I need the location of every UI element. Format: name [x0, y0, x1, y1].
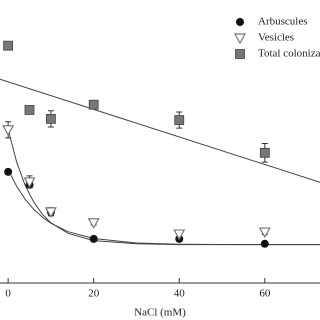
data-point [173, 229, 186, 241]
x-tick-label: 40 [174, 288, 186, 300]
data-point [89, 234, 98, 243]
data-point [46, 113, 56, 124]
x-tick-label: 0 [5, 288, 11, 300]
data-point [87, 218, 100, 229]
data-point [24, 105, 35, 115]
x-axis-label: NaCl (mM) [134, 307, 186, 319]
fit-line [0, 78, 320, 183]
data-point [88, 99, 99, 110]
data-point [23, 177, 36, 189]
data-point [258, 227, 271, 239]
fit-line [7, 129, 320, 246]
legend-marker [235, 49, 245, 59]
legend-label: Total colonization [258, 48, 320, 60]
legend-marker [236, 18, 244, 26]
legend-label: Vesicles [258, 32, 294, 44]
data-point [260, 239, 269, 248]
data-point [4, 167, 13, 176]
data-point [2, 125, 15, 137]
data-point [174, 115, 185, 125]
data-point [3, 40, 14, 51]
data-point [259, 147, 270, 158]
x-tick-label: 60 [259, 288, 271, 300]
x-tick-label: 20 [88, 288, 100, 300]
legend-label: Arbuscules [258, 16, 308, 28]
legend-marker [233, 33, 247, 45]
data-point [44, 207, 57, 219]
